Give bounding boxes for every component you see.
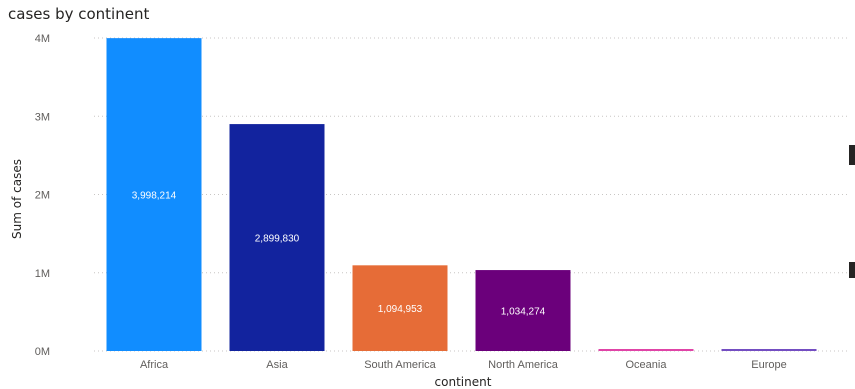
x-tick-label: Asia bbox=[266, 359, 288, 371]
bar-africa[interactable] bbox=[106, 38, 202, 351]
x-tick-label: North America bbox=[488, 359, 559, 371]
y-tick-label: 4M bbox=[35, 33, 50, 45]
gridlines bbox=[94, 37, 848, 352]
x-axis-ticks: Africa Asia South America North America Ocea… bbox=[140, 359, 787, 371]
bar-europe[interactable] bbox=[721, 349, 817, 351]
y-tick-label: 0M bbox=[35, 346, 50, 358]
data-label: 1,034,274 bbox=[501, 307, 546, 318]
x-tick-label: Africa bbox=[140, 359, 169, 371]
y-tick-label: 3M bbox=[35, 111, 50, 123]
bars bbox=[106, 38, 817, 351]
y-tick-label: 2M bbox=[35, 190, 50, 202]
bar-north-america[interactable] bbox=[475, 270, 571, 351]
bar-oceania[interactable] bbox=[598, 349, 694, 351]
y-axis-ticks: 0M 1M 2M 3M 4M bbox=[35, 33, 50, 358]
x-tick-label: Oceania bbox=[626, 359, 668, 371]
y-axis-title: Sum of cases bbox=[10, 159, 24, 239]
data-label: 2,899,830 bbox=[255, 234, 300, 245]
x-tick-label: Europe bbox=[751, 359, 786, 371]
y-tick-label: 1M bbox=[35, 268, 50, 280]
chart-title: cases by continent bbox=[8, 5, 150, 23]
data-labels: 3,998,214 2,899,830 1,094,953 1,034,274 bbox=[132, 191, 546, 318]
x-axis-title: continent bbox=[435, 375, 492, 389]
data-label: 3,998,214 bbox=[132, 191, 177, 202]
bar-south-america[interactable] bbox=[352, 265, 448, 351]
data-label: 1,094,953 bbox=[378, 304, 423, 315]
offscreen-visual-fragment bbox=[849, 145, 855, 278]
bar-asia[interactable] bbox=[229, 124, 325, 351]
x-tick-label: South America bbox=[364, 359, 436, 371]
